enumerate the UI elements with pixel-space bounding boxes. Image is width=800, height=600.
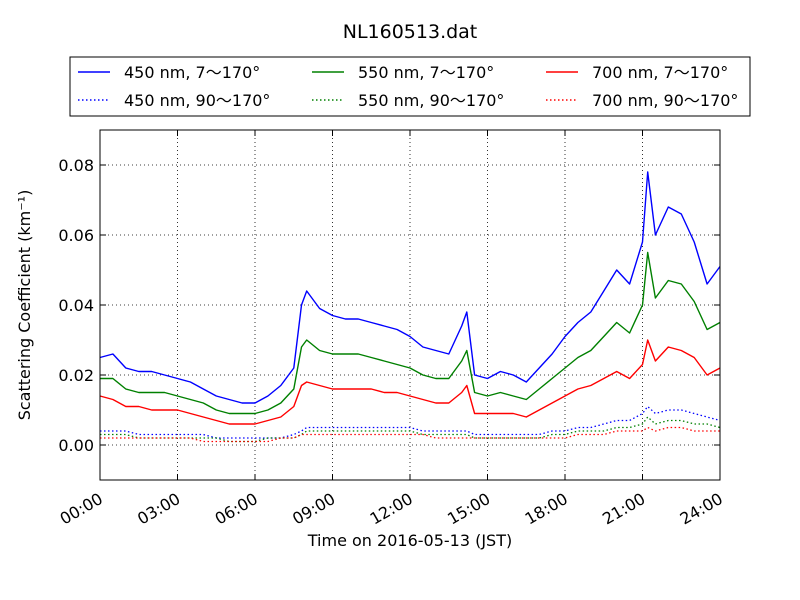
y-tick-label: 0.06 — [58, 226, 94, 245]
legend-label-1: 450 nm, 90～170° — [124, 91, 270, 110]
legend-label-4: 700 nm, 7～170° — [592, 63, 728, 82]
series-line-4 — [99, 339, 721, 425]
legend-label-3: 550 nm, 90～170° — [358, 91, 504, 110]
legend-label-2: 550 nm, 7～170° — [358, 63, 494, 82]
x-axis-label: Time on 2016-05-13 (JST) — [307, 531, 512, 550]
series-line-0 — [99, 171, 721, 404]
legend: 450 nm, 7～170° 450 nm, 90～170° 550 nm, 7～1… — [69, 56, 751, 117]
data-series — [99, 171, 721, 443]
chart-title: NL160513.dat — [343, 21, 478, 43]
y-axis-label: Scattering Coefficient (km⁻¹) — [15, 190, 34, 421]
y-tick-label: 0.04 — [58, 296, 94, 315]
y-tick-label: 0.00 — [58, 436, 94, 455]
y-tick-label: 0.08 — [58, 156, 94, 175]
y-tick-label: 0.02 — [58, 366, 94, 385]
legend-label-5: 700 nm, 90～170° — [592, 91, 738, 110]
series-line-1 — [100, 405, 721, 439]
legend-label-0: 450 nm, 7～170° — [124, 63, 260, 82]
series-line-2 — [100, 251, 721, 415]
legend-box — [69, 56, 751, 117]
series-line-3 — [100, 416, 721, 443]
grid-lines — [100, 130, 720, 480]
